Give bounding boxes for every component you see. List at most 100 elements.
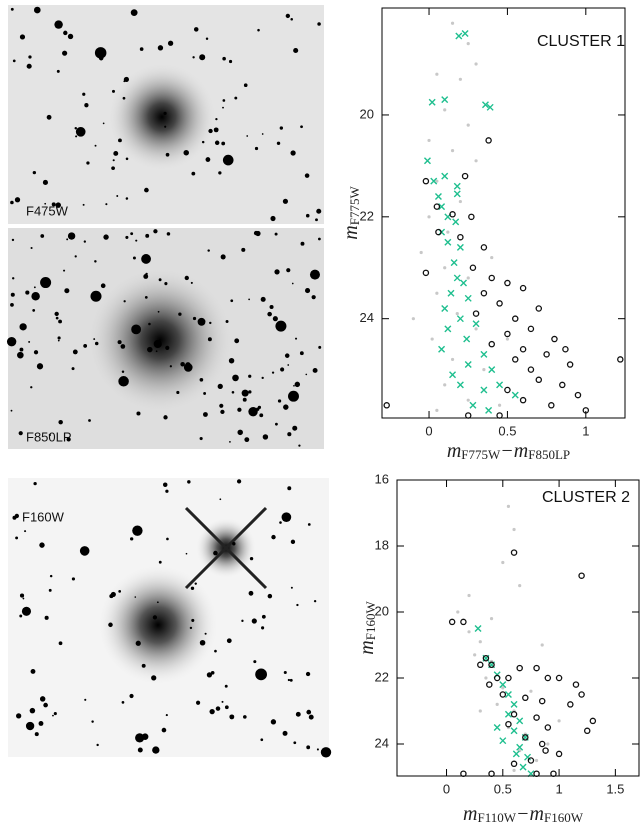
star bbox=[74, 255, 77, 258]
star bbox=[290, 539, 296, 545]
field-star bbox=[456, 610, 460, 614]
star bbox=[57, 336, 61, 340]
star bbox=[246, 135, 249, 137]
axis-label-part: −m bbox=[500, 440, 528, 462]
star bbox=[111, 166, 115, 171]
axis-label-part: m bbox=[356, 640, 378, 654]
star bbox=[189, 626, 193, 630]
star bbox=[206, 672, 213, 678]
star bbox=[253, 230, 259, 236]
star bbox=[183, 149, 189, 156]
member-star bbox=[488, 661, 495, 669]
star bbox=[34, 732, 39, 737]
field-star bbox=[458, 199, 462, 204]
star bbox=[157, 310, 160, 313]
star bbox=[162, 482, 168, 488]
member-star bbox=[543, 351, 550, 358]
field-star bbox=[501, 560, 505, 565]
star bbox=[199, 436, 203, 441]
member-star bbox=[544, 674, 552, 682]
member-star bbox=[559, 381, 566, 389]
member-star bbox=[422, 269, 430, 277]
star bbox=[91, 720, 94, 723]
y-tick-label: 24 bbox=[375, 735, 389, 750]
star bbox=[158, 560, 162, 564]
star bbox=[248, 298, 251, 301]
cross-star bbox=[453, 274, 461, 282]
cross-star bbox=[441, 172, 449, 180]
member-star bbox=[527, 366, 535, 373]
cross-star bbox=[430, 177, 438, 185]
star bbox=[271, 371, 275, 374]
cross-star bbox=[481, 101, 489, 109]
star bbox=[57, 339, 60, 342]
star bbox=[299, 351, 304, 356]
star bbox=[191, 618, 195, 622]
cross-star bbox=[456, 243, 464, 251]
star bbox=[229, 441, 231, 443]
star bbox=[254, 146, 259, 151]
axis-label-part: m bbox=[447, 440, 461, 462]
chart-title: CLUSTER 1 bbox=[537, 33, 625, 50]
star bbox=[219, 403, 224, 408]
star bbox=[287, 364, 290, 366]
cross-star bbox=[488, 366, 496, 374]
star bbox=[225, 320, 229, 324]
star bbox=[313, 600, 317, 603]
member-star bbox=[516, 664, 523, 672]
star bbox=[167, 40, 174, 46]
star bbox=[72, 349, 78, 355]
star bbox=[287, 486, 292, 491]
star bbox=[244, 437, 250, 443]
field-star bbox=[505, 337, 510, 341]
cross-star bbox=[472, 320, 480, 328]
star bbox=[67, 33, 74, 40]
star bbox=[96, 743, 99, 747]
star bbox=[192, 316, 197, 321]
member-star bbox=[566, 361, 574, 368]
star bbox=[98, 55, 104, 61]
star bbox=[287, 432, 292, 437]
star bbox=[55, 316, 59, 320]
member-star bbox=[480, 289, 488, 297]
star bbox=[163, 111, 167, 116]
star bbox=[262, 434, 269, 440]
x-tick-label: 0 bbox=[443, 781, 450, 796]
star bbox=[123, 80, 126, 83]
field-star bbox=[512, 768, 516, 772]
star bbox=[215, 706, 221, 711]
star bbox=[153, 229, 158, 234]
field-star bbox=[482, 368, 486, 372]
star bbox=[257, 405, 262, 410]
star bbox=[291, 282, 294, 285]
field-star bbox=[467, 630, 471, 634]
star bbox=[199, 54, 206, 61]
star bbox=[305, 288, 311, 294]
member-star bbox=[567, 701, 574, 708]
star bbox=[270, 719, 277, 725]
star bbox=[83, 240, 86, 243]
field-star bbox=[450, 21, 455, 25]
star bbox=[30, 668, 36, 674]
star bbox=[21, 606, 32, 616]
y-tick-label: 22 bbox=[375, 669, 389, 684]
member-star bbox=[548, 402, 555, 409]
y-tick-label: 22 bbox=[360, 208, 374, 223]
star bbox=[94, 47, 107, 59]
field-star bbox=[474, 159, 478, 163]
cross-star bbox=[504, 710, 512, 718]
cross-star bbox=[461, 29, 469, 37]
member-star bbox=[574, 391, 582, 399]
star bbox=[300, 125, 303, 129]
field-star bbox=[466, 123, 470, 127]
star bbox=[46, 114, 52, 120]
plot-frame bbox=[381, 7, 626, 419]
field-star bbox=[427, 138, 431, 143]
member-star bbox=[496, 300, 503, 307]
star bbox=[293, 47, 299, 54]
star bbox=[158, 278, 162, 282]
y-axis-label: mF160W bbox=[356, 601, 378, 655]
star bbox=[197, 317, 206, 326]
star bbox=[199, 639, 206, 646]
member-star bbox=[505, 720, 512, 728]
